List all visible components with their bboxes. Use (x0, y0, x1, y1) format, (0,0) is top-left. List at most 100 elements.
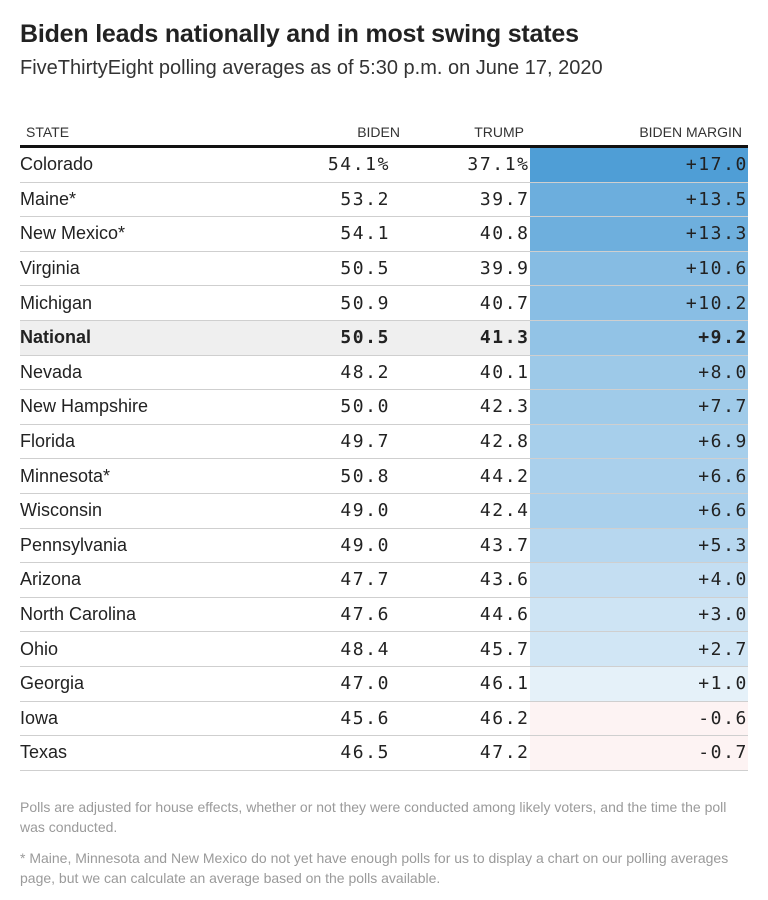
state-cell: Minnesota* (20, 458, 314, 494)
biden-value: 48.2 (313, 355, 391, 391)
margin-value: +6.9 (529, 424, 748, 460)
table-row: New Mexico* 54.1 40.8 +13.3 (20, 216, 748, 252)
trump-value: 44.6 (434, 597, 530, 633)
table-row: Michigan 50.9 40.7 +10.2 (20, 285, 748, 321)
state-cell: Iowa (20, 701, 314, 737)
column-headers: STATE BIDEN TRUMP BIDEN MARGIN (20, 124, 748, 144)
table-row: Texas 46.5 47.2 -0.7 (20, 735, 748, 771)
spacer-cell (390, 597, 435, 633)
table-row: Ohio 48.4 45.7 +2.7 (20, 631, 748, 667)
table-row: Florida 49.7 42.8 +6.9 (20, 424, 748, 460)
table-row: North Carolina 47.6 44.6 +3.0 (20, 597, 748, 633)
trump-value: 43.6 (434, 562, 530, 598)
table-row: Virginia 50.5 39.9 +10.6 (20, 251, 748, 287)
spacer-cell (390, 251, 435, 287)
table-row: Georgia 47.0 46.1 +1.0 (20, 666, 748, 702)
biden-value: 47.0 (313, 666, 391, 702)
footnote-states: * Maine, Minnesota and New Mexico do not… (20, 850, 729, 886)
state-cell: New Hampshire (20, 389, 314, 425)
biden-value: 50.0 (313, 389, 391, 425)
margin-value: +17.0 (529, 148, 748, 183)
table-row: New Hampshire 50.0 42.3 +7.7 (20, 389, 748, 425)
margin-value: +9.2 (529, 320, 748, 356)
biden-value: 54.1% (313, 148, 391, 183)
margin-value: +6.6 (529, 458, 748, 494)
state-cell: Ohio (20, 631, 314, 667)
trump-value: 44.2 (434, 458, 530, 494)
state-cell: North Carolina (20, 597, 314, 633)
biden-value: 49.0 (313, 493, 391, 529)
chart-title: Biden leads nationally and in most swing… (20, 20, 579, 48)
table-row: Pennsylvania 49.0 43.7 +5.3 (20, 528, 748, 564)
margin-value: -0.6 (529, 701, 748, 737)
margin-value: +8.0 (529, 355, 748, 391)
table-row: Colorado 54.1% 37.1% +17.0 (20, 148, 748, 183)
biden-value: 50.5 (313, 320, 391, 356)
biden-value: 48.4 (313, 631, 391, 667)
table-row: National 50.5 41.3 +9.2 (20, 320, 748, 356)
spacer-cell (390, 701, 435, 737)
trump-value: 45.7 (434, 631, 530, 667)
spacer-cell (390, 285, 435, 321)
biden-value: 49.0 (313, 528, 391, 564)
table-row: Nevada 48.2 40.1 +8.0 (20, 355, 748, 391)
trump-value: 42.4 (434, 493, 530, 529)
margin-value: +6.6 (529, 493, 748, 529)
state-cell: Wisconsin (20, 493, 314, 529)
margin-value: -0.7 (529, 735, 748, 771)
spacer-cell (390, 458, 435, 494)
biden-value: 50.9 (313, 285, 391, 321)
biden-value: 47.7 (313, 562, 391, 598)
trump-value: 46.1 (434, 666, 530, 702)
state-cell: Georgia (20, 666, 314, 702)
table-row: Maine* 53.2 39.7 +13.5 (20, 182, 748, 218)
state-cell: National (20, 320, 314, 356)
header-rule (20, 145, 748, 148)
margin-value: +4.0 (529, 562, 748, 598)
spacer-cell (390, 216, 435, 252)
spacer-cell (390, 148, 435, 183)
footnote-methodology: Polls are adjusted for house effects, wh… (20, 799, 727, 835)
spacer-cell (390, 562, 435, 598)
table-row: Arizona 47.7 43.6 +4.0 (20, 562, 748, 598)
margin-value: +13.3 (529, 216, 748, 252)
spacer-cell (390, 631, 435, 667)
state-cell: Florida (20, 424, 314, 460)
biden-value: 49.7 (313, 424, 391, 460)
spacer-cell (390, 355, 435, 391)
table-row: Iowa 45.6 46.2 -0.6 (20, 701, 748, 737)
biden-value: 50.8 (313, 458, 391, 494)
biden-value: 53.2 (313, 182, 391, 218)
spacer-cell (390, 493, 435, 529)
state-cell: Nevada (20, 355, 314, 391)
trump-value: 40.1 (434, 355, 530, 391)
spacer-cell (390, 666, 435, 702)
spacer-cell (390, 182, 435, 218)
spacer-cell (390, 528, 435, 564)
state-cell: Michigan (20, 285, 314, 321)
trump-value: 46.2 (434, 701, 530, 737)
margin-value: +1.0 (529, 666, 748, 702)
column-header-margin: BIDEN MARGIN (639, 124, 742, 140)
table-body: Colorado 54.1% 37.1% +17.0 Maine* 53.2 39.7 +13… (20, 148, 748, 771)
state-cell: Maine* (20, 182, 314, 218)
table-row: Minnesota* 50.8 44.2 +6.6 (20, 458, 748, 494)
trump-value: 41.3 (434, 320, 530, 356)
state-cell: Colorado (20, 148, 314, 183)
state-cell: Arizona (20, 562, 314, 598)
trump-value: 39.9 (434, 251, 530, 287)
column-header-state: STATE (26, 124, 70, 140)
biden-value: 50.5 (313, 251, 391, 287)
trump-value: 42.3 (434, 389, 530, 425)
column-header-trump: TRUMP (474, 124, 524, 140)
trump-value: 42.8 (434, 424, 530, 460)
margin-value: +13.5 (529, 182, 748, 218)
trump-value: 39.7 (434, 182, 530, 218)
biden-value: 54.1 (313, 216, 391, 252)
trump-value: 40.8 (434, 216, 530, 252)
margin-value: +10.2 (529, 285, 748, 321)
biden-value: 46.5 (313, 735, 391, 771)
state-cell: Texas (20, 735, 314, 771)
chart-subtitle: FiveThirtyEight polling averages as of 5… (20, 57, 603, 79)
table-row: Wisconsin 49.0 42.4 +6.6 (20, 493, 748, 529)
